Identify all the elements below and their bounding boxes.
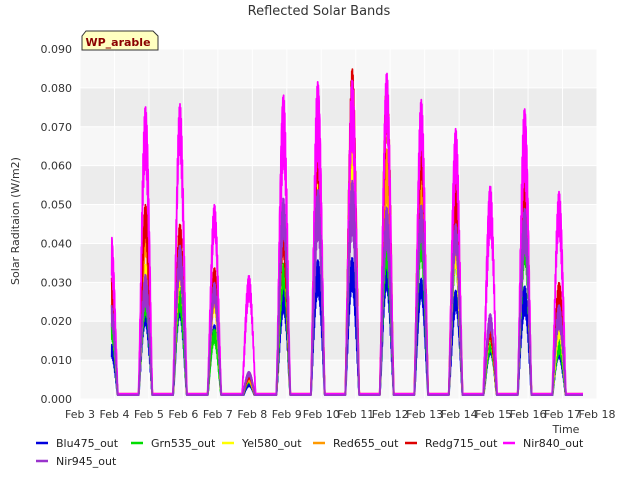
series-line-nir945-out <box>110 179 584 396</box>
y-tick-label: 0.000 <box>41 393 73 406</box>
plot-band <box>80 321 597 361</box>
x-tick-label: Feb 15 <box>475 408 512 421</box>
legend-label: Yel580_out <box>241 437 302 450</box>
legend-label: Red655_out <box>333 437 399 450</box>
legend-label: Redg715_out <box>425 437 498 450</box>
x-tick-label: Feb 9 <box>272 408 302 421</box>
station-badge-box <box>81 30 159 51</box>
plot-background <box>80 49 597 399</box>
legend-item: Redg715_out <box>405 437 498 450</box>
x-tick-label: Feb 11 <box>337 408 374 421</box>
x-tick-label: Feb 12 <box>372 408 409 421</box>
y-tick-label: 0.070 <box>41 121 73 134</box>
x-tick-label: Feb 18 <box>579 408 616 421</box>
legend-item: Red655_out <box>313 437 399 450</box>
chart-title: Reflected Solar Bands <box>248 4 391 19</box>
y-tick-label: 0.040 <box>41 237 73 250</box>
x-tick-label: Feb 17 <box>544 408 581 421</box>
x-tick-label: Feb 3 <box>65 408 95 421</box>
x-tick-label: Feb 8 <box>237 408 267 421</box>
y-tick-label: 0.080 <box>41 82 73 95</box>
plot-band <box>80 49 597 88</box>
plot-band <box>80 165 597 205</box>
y-tick-label: 0.060 <box>41 160 73 173</box>
x-tick-label: Feb 16 <box>510 408 547 421</box>
legend-item: Grn535_out <box>131 437 216 450</box>
y-axis-ticks: 0.000 0.010 0.020 0.030 0.040 0.050 0.060 0.070… <box>41 43 73 406</box>
x-tick-label: Feb 4 <box>99 408 129 421</box>
plot-band <box>80 126 597 166</box>
plot-band <box>80 204 597 244</box>
x-tick-label: Feb 5 <box>134 408 164 421</box>
plot-band <box>80 282 597 322</box>
legend-item: Blu475_out <box>36 437 119 450</box>
y-tick-label: 0.050 <box>41 199 73 212</box>
plot-band <box>80 87 597 127</box>
legend-label: Nir840_out <box>523 437 584 450</box>
plot-band <box>80 243 597 283</box>
x-tick-label: Feb 13 <box>406 408 443 421</box>
y-tick-label: 0.030 <box>41 276 73 289</box>
y-tick-label: 0.020 <box>41 315 73 328</box>
x-tick-label: Feb 7 <box>203 408 233 421</box>
legend: Blu475_out Grn535_out Yel580_out Red655_out… <box>36 437 584 468</box>
legend-label: Blu475_out <box>56 437 119 450</box>
x-axis-ticks: Feb 3 Feb 4 Feb 5 Feb 6 Feb 7 Feb 8 Feb 9 Feb 1… <box>65 408 615 421</box>
legend-item: Nir945_out <box>36 455 117 468</box>
legend-item: Yel580_out <box>222 437 302 450</box>
y-tick-label: 0.010 <box>41 354 73 367</box>
series-layer <box>110 68 584 396</box>
plot-band <box>80 360 597 399</box>
station-badge: WP_arable <box>81 30 159 51</box>
station-badge-text: WP_arable <box>85 36 150 49</box>
y-tick-label: 0.090 <box>41 43 73 56</box>
x-axis-label: Time <box>552 423 580 436</box>
legend-label: Nir945_out <box>56 455 117 468</box>
legend-label: Grn535_out <box>151 437 216 450</box>
legend-item: Nir840_out <box>503 437 584 450</box>
x-tick-label: Feb 14 <box>441 408 478 421</box>
x-tick-label: Feb 10 <box>303 408 340 421</box>
x-tick-label: Feb 6 <box>168 408 198 421</box>
y-axis-label: Solar Raditaion (W/m2) <box>9 157 22 285</box>
